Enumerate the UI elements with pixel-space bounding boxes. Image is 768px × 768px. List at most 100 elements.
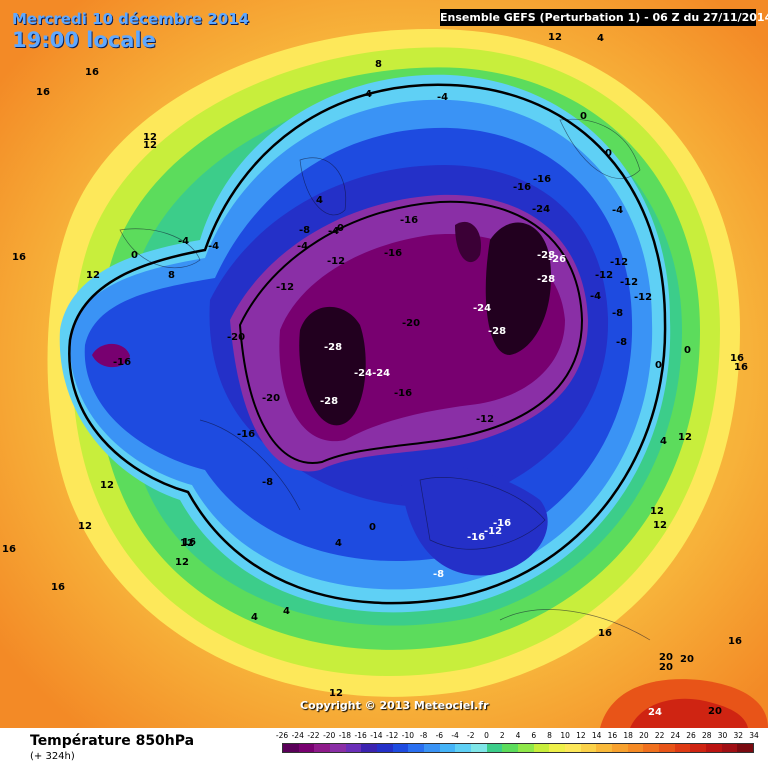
color-scale-swatch bbox=[345, 744, 362, 752]
map-label: -8 bbox=[616, 337, 627, 348]
map-label: 4 bbox=[660, 436, 667, 447]
color-scale-swatch bbox=[674, 744, 691, 752]
color-scale-swatch bbox=[706, 744, 722, 752]
color-scale-tick-label: 20 bbox=[639, 731, 649, 740]
contour-minus20 bbox=[238, 200, 584, 464]
map-label: 0 bbox=[580, 111, 587, 122]
color-scale-tick-label: 8 bbox=[547, 731, 552, 740]
map-label: 4 bbox=[251, 612, 258, 623]
east-lobe bbox=[400, 464, 548, 576]
color-scale-tick-label: -6 bbox=[435, 731, 444, 740]
map-label: -4 bbox=[328, 226, 339, 237]
map-label: -12 bbox=[476, 414, 494, 425]
map-label: -12 bbox=[327, 256, 345, 267]
color-scale-swatch bbox=[643, 744, 660, 752]
color-scale-swatch bbox=[533, 744, 550, 752]
map-label: 0 bbox=[131, 250, 138, 261]
color-scale-tick-label: 32 bbox=[733, 731, 744, 740]
color-scale-swatch bbox=[330, 744, 346, 752]
color-scale-swatch bbox=[408, 744, 425, 752]
core-east bbox=[485, 222, 552, 356]
color-scale-tick-label: -10 bbox=[401, 731, 414, 740]
color-scale-swatch bbox=[455, 744, 472, 752]
color-scale-swatch bbox=[737, 744, 754, 752]
map-label: -4 bbox=[590, 291, 601, 302]
color-scale-swatch bbox=[518, 744, 534, 752]
map-label: -4 bbox=[437, 92, 448, 103]
color-scale-tick-label: 22 bbox=[654, 731, 665, 740]
color-scale-tick-label: 16 bbox=[607, 731, 618, 740]
color-scale-tick-label: -24 bbox=[291, 731, 304, 740]
color-scale-labels: -26 -24 -22 -20 -18 -16 -14 -12 -10 -8 -6 -4 -2 0 2 4 6 8… bbox=[276, 731, 759, 743]
color-scale-swatch bbox=[298, 744, 315, 752]
map-label: -16 bbox=[394, 388, 412, 399]
map-label: -16 bbox=[467, 532, 485, 543]
map-label: 16 bbox=[598, 628, 612, 639]
color-scale-tick-label: -4 bbox=[451, 731, 459, 740]
map-label: -16 bbox=[113, 357, 131, 368]
map-label: 12 bbox=[678, 432, 692, 443]
map-label: 12 bbox=[650, 506, 664, 517]
map-label: -16 bbox=[533, 174, 551, 185]
map-label: -16 bbox=[513, 182, 531, 193]
color-scale-tick-label: -20 bbox=[323, 731, 336, 740]
map-label: 0 bbox=[684, 345, 691, 356]
map-label: 20 bbox=[680, 654, 694, 665]
map-label: 4 bbox=[283, 606, 290, 617]
temperature-map: 12 16 16 16 12 12 8 4 -4 0 0 -4 -16 -16 … bbox=[0, 0, 768, 728]
map-label: 20 bbox=[708, 706, 722, 717]
map-label: -4 bbox=[178, 236, 189, 247]
color-scale-tick-label: -26 bbox=[275, 731, 289, 740]
color-scale-swatch bbox=[549, 744, 566, 752]
core-north bbox=[455, 221, 481, 263]
color-scale-swatch bbox=[596, 744, 613, 752]
map-label: 16 bbox=[36, 87, 50, 98]
map-label: 12 bbox=[143, 132, 157, 143]
map-label: -16 bbox=[400, 215, 418, 226]
map-label: -12 bbox=[276, 282, 294, 293]
map-label: 20 bbox=[659, 662, 673, 673]
map-label: 0 bbox=[337, 223, 344, 234]
map-label: 0 bbox=[655, 360, 662, 371]
map-label: 8 bbox=[168, 270, 175, 281]
map-label: 24 bbox=[648, 707, 662, 718]
color-scale-tick-label: 6 bbox=[531, 731, 537, 740]
color-scale-swatch bbox=[361, 744, 378, 752]
map-label: 16 bbox=[12, 252, 26, 263]
map-label: 4 bbox=[335, 538, 342, 549]
copyright-notice: Copyright © 2013 Meteociel.fr bbox=[300, 699, 489, 712]
coastline-lines bbox=[119, 118, 651, 641]
map-label: -12 bbox=[595, 270, 613, 281]
color-scale-swatch bbox=[377, 744, 393, 752]
map-label: -28 bbox=[537, 250, 555, 261]
map-label: -28 bbox=[488, 326, 506, 337]
color-scale-tick-label: 18 bbox=[623, 731, 633, 740]
map-label: 12 bbox=[143, 140, 157, 151]
map-label: -20 bbox=[402, 318, 420, 329]
variable-title: Température 850hPa bbox=[30, 733, 195, 749]
color-scale-swatch bbox=[314, 744, 331, 752]
map-label: -24 bbox=[532, 204, 550, 215]
map-label: -24 bbox=[473, 303, 491, 314]
map-label: -8 bbox=[299, 225, 310, 236]
color-scale-tick-label: 10 bbox=[560, 731, 570, 740]
color-scale-swatch bbox=[659, 744, 675, 752]
color-scale-swatch bbox=[612, 744, 628, 752]
forecast-date: Mercredi 10 décembre 2014 bbox=[12, 10, 250, 28]
color-scale-swatch bbox=[580, 744, 597, 752]
forecast-header: Mercredi 10 décembre 2014 19:00 locale bbox=[12, 12, 249, 51]
map-label: -4 bbox=[612, 205, 623, 216]
map-label: 16 bbox=[2, 544, 16, 555]
map-label: 16 bbox=[182, 537, 196, 548]
color-scale-tick-label: -8 bbox=[419, 731, 428, 740]
map-label: 20 bbox=[659, 652, 673, 663]
map-label: 16 bbox=[85, 67, 99, 78]
color-scale-swatch bbox=[721, 744, 738, 752]
color-scale-tick-label: 26 bbox=[686, 731, 696, 740]
map-label: 12 bbox=[548, 32, 562, 43]
color-scale-tick-label: 12 bbox=[576, 731, 586, 740]
map-label: -20 bbox=[262, 393, 280, 404]
color-scale-tick-label: 24 bbox=[670, 731, 681, 740]
map-label: -4 bbox=[208, 241, 219, 252]
map-label: -12 bbox=[484, 526, 502, 537]
